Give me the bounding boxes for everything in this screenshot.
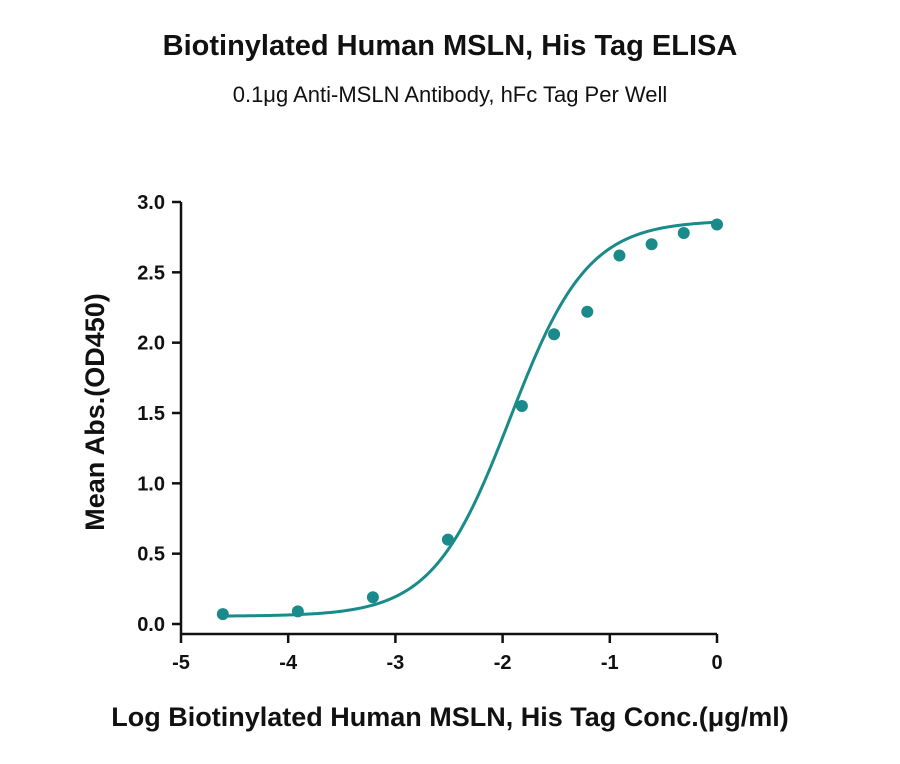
data-point [216,608,229,621]
fit-curve [222,220,718,618]
data-points-layer [216,218,723,621]
data-point [645,238,658,251]
y-tick-label: 0.5 [137,544,165,566]
y-tick-label: 1.0 [137,473,165,495]
y-tick-label: 2.5 [137,262,165,284]
x-tick-label: -2 [494,652,512,674]
axes: 0.0 0.5 1.0 1.5 2.0 2.5 3.0 -5 -4 -3 -2 -1 0 [137,192,722,674]
x-tick-label: 0 [711,652,722,674]
fit-curve-layer [222,220,718,618]
x-tick-label: -3 [387,652,405,674]
data-point [677,226,690,239]
y-axis-title: Mean Abs.(OD450) [80,293,110,531]
x-tick-label: -5 [172,652,190,674]
y-tick-label: 0.0 [137,614,165,636]
data-point [548,328,561,341]
x-axis-title: Log Biotinylated Human MSLN, His Tag Con… [111,702,789,732]
data-point [613,249,626,262]
x-tick-label: -4 [279,652,298,674]
data-point [441,533,454,546]
chart-title: Biotinylated Human MSLN, His Tag ELISA [162,30,738,62]
data-point [291,605,304,618]
data-point [711,218,723,231]
y-tick-label: 1.5 [137,403,165,425]
x-tick-label: -1 [601,652,619,674]
y-tick-label: 3.0 [137,192,165,214]
y-tick-label: 2.0 [137,333,165,355]
data-point [581,305,594,318]
data-point [515,399,528,412]
data-point [366,591,379,604]
chart-subtitle: 0.1μg Anti-MSLN Antibody, hFc Tag Per We… [232,82,668,107]
